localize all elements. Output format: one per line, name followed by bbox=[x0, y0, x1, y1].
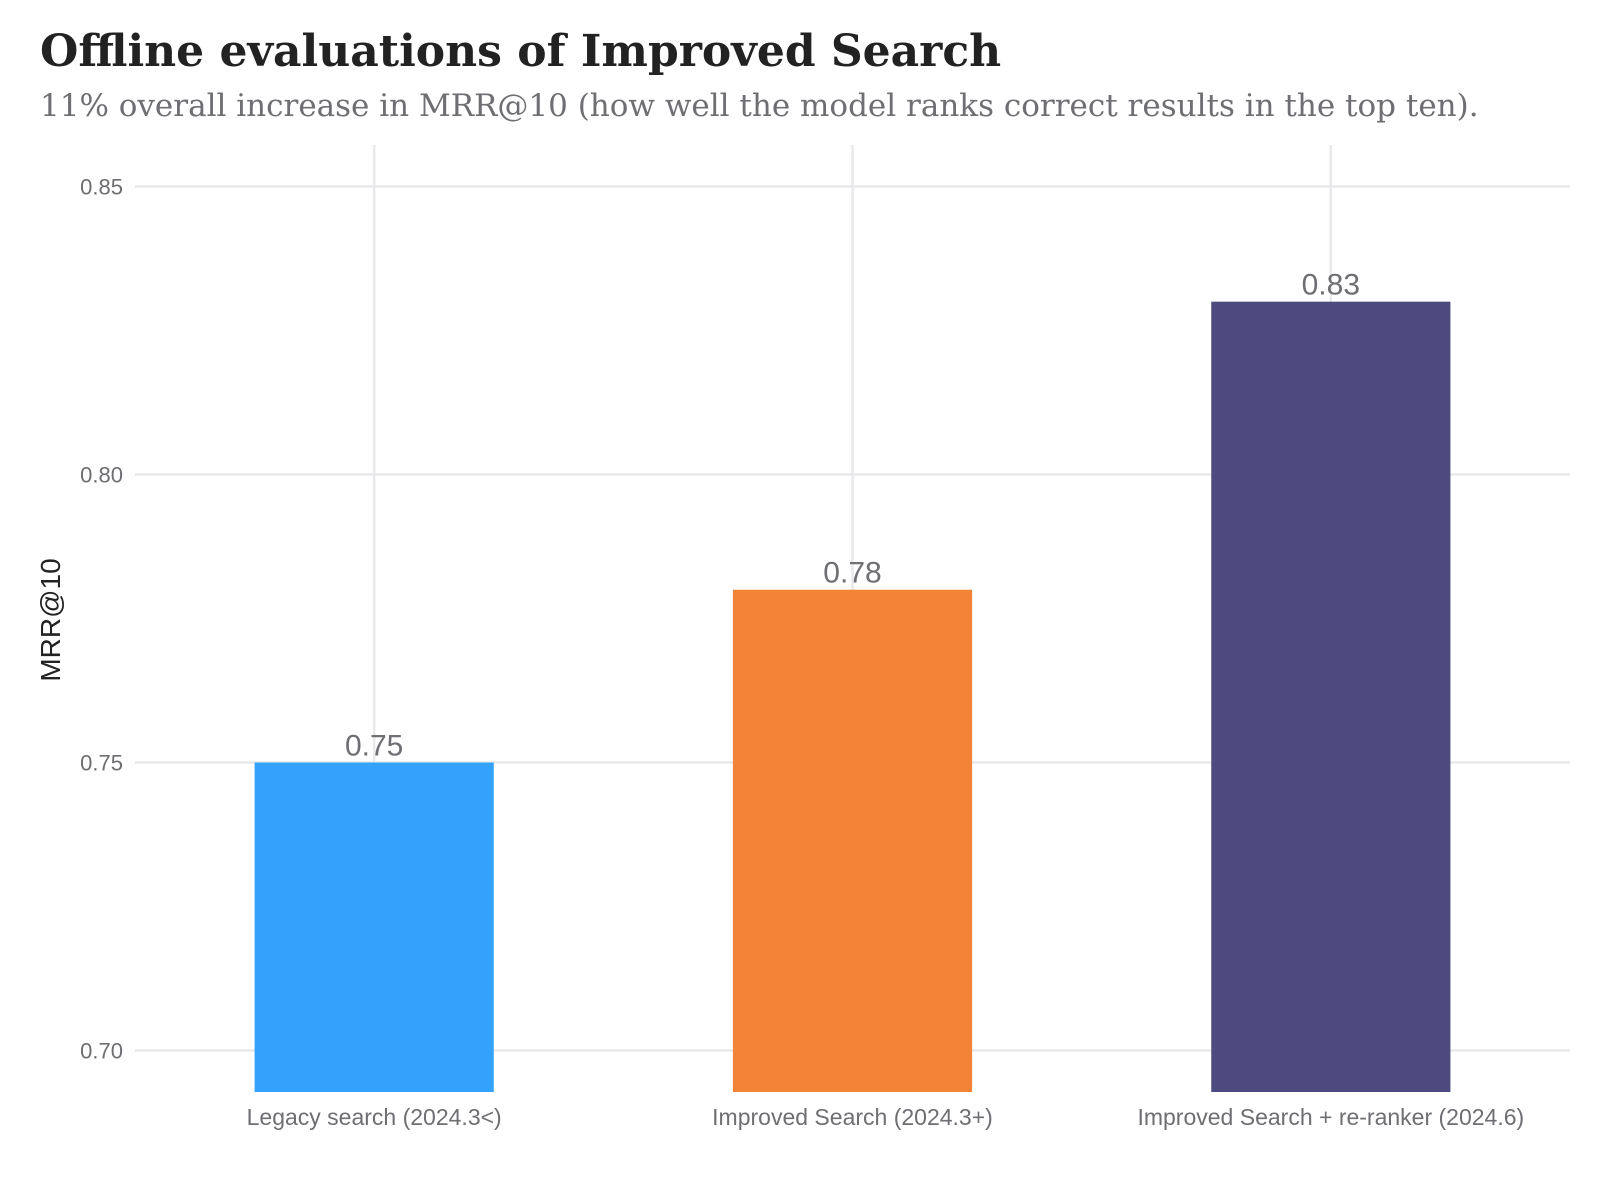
y-tick-label: 0.85 bbox=[80, 174, 123, 199]
y-tick-label: 0.80 bbox=[80, 462, 123, 487]
bar bbox=[1211, 301, 1451, 1092]
y-tick-label: 0.70 bbox=[80, 1039, 123, 1064]
chart-subtitle: 11% overall increase in MRR@10 (how well… bbox=[40, 88, 1479, 124]
y-axis-title: MRR@10 bbox=[35, 558, 66, 681]
bar-value-label: 0.75 bbox=[345, 730, 403, 763]
labels: 0.70 0.75 0.80 0.85 0.75 Legacy search (2024.… bbox=[80, 174, 1524, 1130]
y-tick-label: 0.75 bbox=[80, 751, 123, 776]
bars bbox=[254, 301, 1451, 1092]
bar bbox=[732, 589, 973, 1092]
x-category-label: Improved Search (2024.3+) bbox=[712, 1104, 993, 1130]
chart-title: Offline evaluations of Improved Search bbox=[40, 26, 1002, 77]
bar-value-label: 0.78 bbox=[823, 557, 881, 590]
bar bbox=[254, 762, 494, 1092]
bar-value-label: 0.83 bbox=[1302, 269, 1360, 302]
x-category-label: Legacy search (2024.3<) bbox=[247, 1104, 502, 1130]
x-category-label: Improved Search + re-ranker (2024.6) bbox=[1137, 1104, 1524, 1130]
